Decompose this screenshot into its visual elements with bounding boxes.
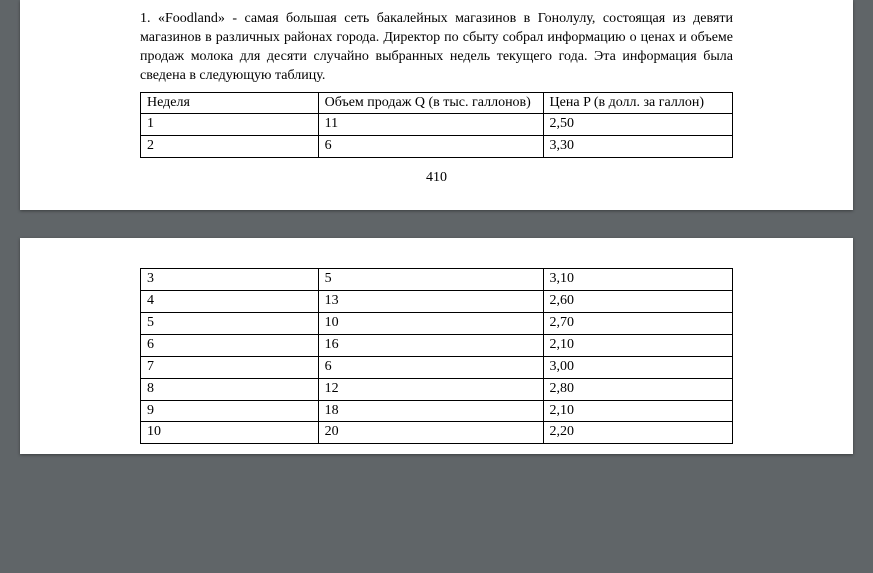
- page-2: 3 5 3,10 4 13 2,60 5 10 2,70 6 16 2,10 7…: [20, 238, 853, 454]
- problem-paragraph: 1. «Foodland» - самая большая сеть бакал…: [140, 10, 733, 86]
- cell-week: 8: [141, 378, 319, 400]
- cell-week: 1: [141, 114, 319, 136]
- page-1: 1. «Foodland» - самая большая сеть бакал…: [20, 0, 853, 210]
- col-header-volume: Объем продаж Q (в тыс. галлонов): [318, 92, 543, 114]
- cell-week: 6: [141, 334, 319, 356]
- cell-price: 2,50: [543, 114, 732, 136]
- cell-price: 2,20: [543, 422, 732, 444]
- col-header-price: Цена P (в долл. за галлон): [543, 92, 732, 114]
- cell-volume: 12: [318, 378, 543, 400]
- cell-price: 2,80: [543, 378, 732, 400]
- cell-volume: 5: [318, 269, 543, 291]
- cell-week: 3: [141, 269, 319, 291]
- cell-week: 7: [141, 356, 319, 378]
- cell-price: 3,30: [543, 136, 732, 158]
- cell-volume: 20: [318, 422, 543, 444]
- cell-volume: 6: [318, 136, 543, 158]
- page-number: 410: [140, 170, 733, 186]
- table-row: 1 11 2,50: [141, 114, 733, 136]
- cell-volume: 13: [318, 291, 543, 313]
- table-row: 8 12 2,80: [141, 378, 733, 400]
- data-table-part2: 3 5 3,10 4 13 2,60 5 10 2,70 6 16 2,10 7…: [140, 268, 733, 444]
- cell-week: 5: [141, 313, 319, 335]
- cell-price: 2,60: [543, 291, 732, 313]
- table-row: 4 13 2,60: [141, 291, 733, 313]
- table-row: 10 20 2,20: [141, 422, 733, 444]
- table-row: 9 18 2,10: [141, 400, 733, 422]
- table-header-row: Неделя Объем продаж Q (в тыс. галлонов) …: [141, 92, 733, 114]
- table-row: 7 6 3,00: [141, 356, 733, 378]
- cell-week: 9: [141, 400, 319, 422]
- cell-week: 4: [141, 291, 319, 313]
- cell-price: 2,10: [543, 334, 732, 356]
- cell-price: 2,10: [543, 400, 732, 422]
- table-row: 3 5 3,10: [141, 269, 733, 291]
- data-table-part1: Неделя Объем продаж Q (в тыс. галлонов) …: [140, 92, 733, 159]
- cell-volume: 10: [318, 313, 543, 335]
- cell-price: 2,70: [543, 313, 732, 335]
- table-row: 2 6 3,30: [141, 136, 733, 158]
- table-row: 5 10 2,70: [141, 313, 733, 335]
- cell-volume: 16: [318, 334, 543, 356]
- cell-price: 3,00: [543, 356, 732, 378]
- table-row: 6 16 2,10: [141, 334, 733, 356]
- cell-week: 10: [141, 422, 319, 444]
- cell-volume: 11: [318, 114, 543, 136]
- cell-price: 3,10: [543, 269, 732, 291]
- cell-week: 2: [141, 136, 319, 158]
- cell-volume: 18: [318, 400, 543, 422]
- col-header-week: Неделя: [141, 92, 319, 114]
- cell-volume: 6: [318, 356, 543, 378]
